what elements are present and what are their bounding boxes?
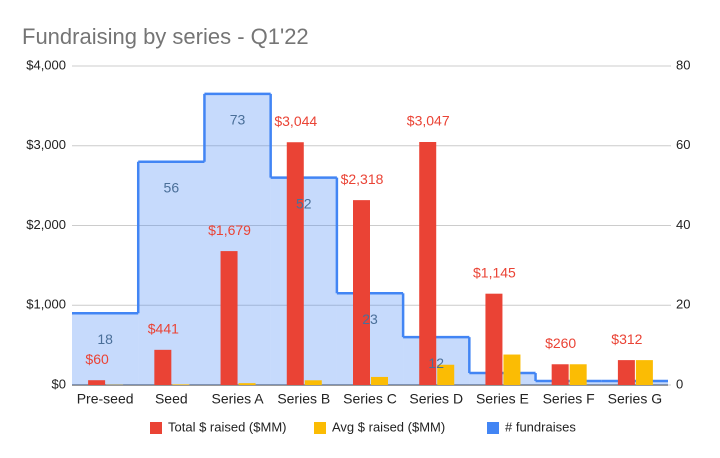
data-label: $1,145 — [473, 264, 516, 280]
x-tick-label: Series C — [343, 391, 397, 407]
data-label: 23 — [362, 311, 378, 327]
bar — [485, 293, 503, 385]
bar — [304, 380, 322, 385]
data-label: 56 — [164, 179, 180, 195]
legend-label: Total $ raised ($MM) — [168, 419, 286, 434]
data-label: $1,679 — [208, 222, 251, 238]
y2-tick-label: 60 — [676, 137, 690, 152]
area-step — [138, 161, 205, 385]
bar — [172, 384, 190, 385]
y-tick-label: $0 — [52, 376, 66, 391]
bar — [88, 380, 106, 385]
bar — [551, 364, 569, 385]
data-label: $312 — [611, 331, 642, 347]
x-tick-label: Series D — [409, 391, 463, 407]
bar — [238, 383, 256, 385]
x-tick-label: Series E — [476, 391, 529, 407]
bar — [437, 364, 455, 385]
y-tick-label: $3,000 — [26, 137, 66, 152]
bar — [371, 376, 388, 385]
y-tick-label: $2,000 — [26, 217, 66, 232]
data-label: $3,047 — [407, 113, 450, 129]
y2-tick-label: 20 — [676, 297, 690, 312]
bar — [617, 360, 635, 385]
bar — [635, 360, 653, 385]
y-tick-label: $1,000 — [26, 297, 66, 312]
legend-label: Avg $ raised ($MM) — [332, 419, 445, 434]
bar — [569, 364, 587, 385]
y2-tick-label: 40 — [676, 217, 690, 232]
x-tick-label: Series G — [608, 391, 662, 407]
x-tick-label: Series A — [211, 391, 264, 407]
data-label: $441 — [148, 321, 179, 337]
legend-swatch — [150, 422, 162, 434]
legend-swatch — [314, 422, 326, 434]
data-label: 73 — [230, 112, 246, 128]
y2-tick-label: 80 — [676, 57, 690, 72]
data-label: 18 — [97, 331, 113, 347]
data-label: $60 — [85, 351, 109, 367]
x-tick-label: Seed — [155, 391, 188, 407]
bar — [286, 142, 304, 385]
bar — [503, 354, 521, 385]
data-label: $3,044 — [274, 113, 317, 129]
bar — [154, 349, 172, 385]
x-tick-label: Series F — [543, 391, 595, 407]
data-label: 12 — [428, 355, 444, 371]
data-label: $2,318 — [341, 171, 384, 187]
legend-swatch — [487, 422, 499, 434]
bar — [419, 142, 437, 385]
y2-tick-label: 0 — [676, 376, 683, 391]
area-step — [72, 313, 139, 385]
x-tick-label: Pre-seed — [77, 391, 134, 407]
bar — [220, 251, 238, 385]
x-tick-label: Series B — [277, 391, 330, 407]
data-label: 52 — [296, 195, 312, 211]
legend-label: # fundraises — [505, 419, 576, 434]
data-label: $260 — [545, 335, 576, 351]
y-tick-label: $4,000 — [26, 57, 66, 72]
chart-title: Fundraising by series - Q1'22 — [22, 24, 309, 49]
bar — [353, 200, 370, 385]
